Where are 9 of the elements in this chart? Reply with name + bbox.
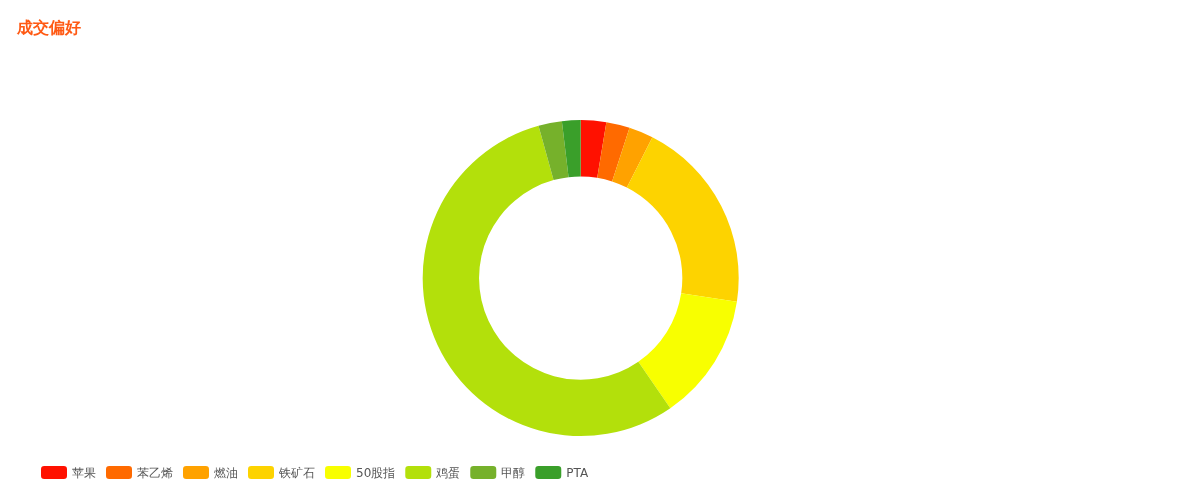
legend-label: 50股指	[356, 465, 396, 480]
legend-label: 苯乙烯	[137, 465, 173, 480]
legend-label: 铁矿石	[278, 465, 315, 480]
legend-label: 甲醇	[501, 465, 526, 480]
legend-label: 苹果	[72, 465, 96, 480]
legend-label: 鸡蛋	[435, 465, 461, 480]
chart-title: 成交偏好	[16, 17, 81, 37]
legend-label: 燃油	[214, 465, 238, 480]
legend-label: PTA	[566, 465, 589, 480]
